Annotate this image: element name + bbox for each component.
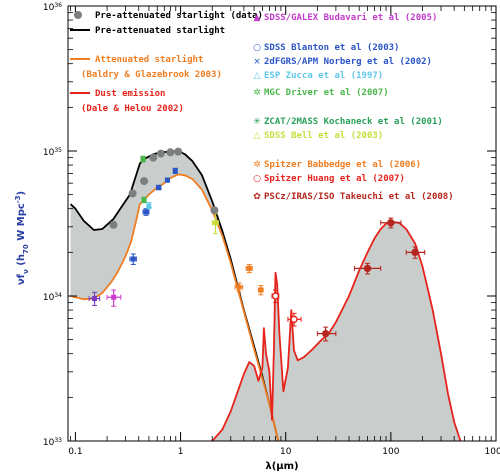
ylabel-main: νf: [16, 273, 27, 285]
gray-data-dot: [156, 149, 165, 158]
y-axis-title: νfν (h70 W Mpc-3): [14, 191, 30, 285]
x-tick-label: 100: [382, 447, 399, 457]
gray-data-dot: [166, 148, 175, 157]
x-tick-label: 1000: [485, 447, 500, 457]
observation-point: [405, 246, 426, 259]
observation-point: [164, 177, 170, 183]
legend-symbol-icon: ▲: [254, 13, 261, 23]
observation-point: [257, 285, 264, 296]
legend-right-label: PSCz/IRAS/ISO Takeuchi et al (2008): [264, 191, 454, 202]
observation-point: [245, 263, 253, 274]
observation-point: [211, 213, 220, 234]
svg-text:νfν (h70 W Mpc-3): νfν (h70 W Mpc-3): [14, 191, 30, 285]
starlight-absorbed-area: [70, 151, 279, 441]
y-tick-label: 1033: [43, 437, 62, 449]
legend-left: Pre-attenuated starlight (data) Pre-atten…: [70, 10, 263, 114]
observation-point: [106, 289, 122, 307]
observation-point: [88, 291, 101, 306]
legend-right-label: Spitzer Babbedge et al (2006): [264, 159, 421, 170]
legend-left-label: Attenuated starlight: [95, 54, 203, 65]
legend-symbol-icon: ✳: [253, 117, 261, 127]
legend-right-label: ZCAT/2MASS Kochaneck et al (2001): [264, 117, 443, 127]
legend-symbol-icon: ×: [253, 57, 261, 67]
legend-right-label: 2dFGRS/APM Norberg et al (2002): [264, 57, 432, 67]
legend-symbol-icon: △: [254, 71, 261, 81]
y-tick-label: 1035: [43, 147, 62, 159]
x-tick-label: 10: [280, 447, 292, 457]
ylabel-end: W Mpc: [16, 203, 27, 244]
ylabel-sub: ν: [22, 269, 30, 274]
legend-left-label: Pre-attenuated starlight (data): [95, 10, 263, 21]
legend-gray-dot: [74, 11, 82, 19]
observation-point: [140, 155, 146, 163]
gray-data-dot: [174, 147, 183, 156]
legend-symbol-icon: ✲: [253, 88, 261, 98]
gray-data-dot: [210, 206, 219, 215]
observation-point: [287, 312, 302, 327]
legend-right-label: ESP Zucca et al (1997): [264, 71, 383, 81]
observation-point: [129, 253, 137, 265]
observation-point: [142, 208, 150, 216]
observation-point: [141, 196, 147, 204]
x-tick-label: 1: [178, 447, 184, 457]
legend-left-label: (Dale & Helou 2002): [81, 104, 184, 114]
legend-right-label: SDSS Blanton et al (2003): [264, 43, 399, 53]
legend-left-label: Pre-attenuated starlight: [95, 25, 225, 36]
x-tick-label: 0.1: [68, 447, 82, 457]
legend-right-label: SDSS/GALEX Budavari et al (2005): [264, 12, 437, 23]
observations-layer: [88, 155, 426, 342]
legend-right-label: Spitzer Huang et al (2007): [264, 173, 405, 184]
legend-symbol-icon: ✿: [253, 192, 261, 202]
legend-symbol-icon: △: [254, 131, 261, 141]
observation-point: [271, 289, 280, 304]
legend-left-label: Dust emission: [95, 88, 165, 99]
legend-right-label: SDSS Bell et al (2003): [264, 131, 383, 141]
observation-point: [234, 282, 244, 293]
legend-right-label: MGC Driver et al (2007): [264, 87, 389, 98]
observation-point: [172, 167, 178, 174]
legend-symbol-icon: ✲: [253, 160, 261, 170]
legend-right: ▲ SDSS/GALEX Budavari et al (2005)○ SDSS B…: [253, 12, 454, 202]
legend-symbol-icon: ○: [253, 174, 261, 184]
ylabel-sup: -3: [14, 195, 22, 203]
observation-point: [155, 184, 162, 191]
curve-dust: [211, 220, 462, 442]
y-tick-label: 1036: [43, 2, 62, 14]
plot-frame: [67, 5, 497, 442]
observation-point: [353, 262, 382, 275]
x-axis: 0.1 1 10 100 1000: [68, 6, 500, 457]
gray-data-dot: [140, 177, 149, 186]
observation-point: [380, 217, 402, 229]
ylabel-rest: (h: [16, 254, 27, 269]
ylabel-sub2: 70: [22, 244, 30, 254]
ylabel-close: ): [16, 191, 27, 196]
gray-data-dot: [109, 220, 118, 229]
legend-symbol-icon: ○: [253, 43, 261, 53]
observation-point: [316, 326, 337, 342]
gray-data-dot: [128, 189, 137, 198]
x-axis-title: λ(μm): [265, 461, 298, 472]
y-tick-label: 1034: [43, 292, 62, 304]
gray-data-layer: [109, 147, 219, 229]
legend-left-label: (Baldry & Glazebrook 2003): [81, 70, 222, 80]
gray-data-dot: [149, 153, 158, 162]
observation-point: [145, 202, 153, 210]
y-axis: 1033 1034 1035 1036: [43, 2, 496, 449]
